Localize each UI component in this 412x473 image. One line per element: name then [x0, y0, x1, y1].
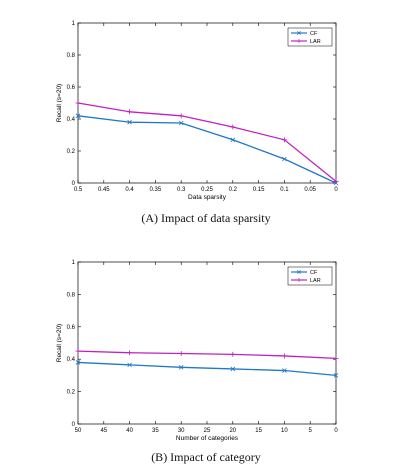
legend-marker — [297, 270, 301, 274]
point-lar — [281, 137, 287, 143]
caption-a: (A) Impact of data sparsity — [141, 211, 271, 225]
point-lar — [75, 348, 81, 354]
x-tick-label: 0.2 — [229, 187, 238, 193]
point-lar — [333, 355, 339, 361]
x-tick-label: 10 — [281, 428, 288, 434]
point-cf — [127, 362, 132, 368]
chart-panel-a: 0.5 0.45 0.4 0.35 0.3 0.25 0.2 0.15 0.1 0.05 0 0 0.2… — [0, 0, 412, 236]
caption-b: (B) Impact of category — [151, 450, 261, 464]
point-cf — [178, 120, 184, 126]
point-cf — [178, 365, 184, 370]
x-tick-label: 0.3 — [177, 187, 186, 193]
series-line-cf — [77, 361, 337, 377]
plot-frame — [77, 261, 337, 425]
x-tick-label: 5 — [309, 428, 313, 434]
point-cf — [333, 373, 339, 378]
point-cf — [230, 137, 236, 143]
y-tick-label: 0.2 — [67, 149, 76, 155]
point-lar — [281, 353, 287, 359]
point-lar — [230, 351, 236, 357]
series-line-lar — [77, 102, 337, 182]
chart-panel-b: 50 45 40 35 30 25 20 15 10 5 0 0 0.2 0.4 0.6 0.8 1 Number… — [0, 236, 412, 473]
y-tick-label: 0.4 — [67, 117, 76, 123]
x-tick-label: 0.35 — [150, 187, 162, 193]
point-lar — [127, 109, 133, 115]
y-tick-label: 0.6 — [67, 325, 76, 331]
x-tick-label: 30 — [178, 428, 185, 434]
point-lar — [333, 178, 339, 184]
x-tick-label: 0 — [334, 187, 338, 193]
legend-label-lar: LAR — [310, 39, 321, 45]
y-axis-label: Recall (s=20) — [56, 324, 63, 362]
x-tick-label: 15 — [255, 428, 262, 434]
x-tick-label: 0.4 — [125, 187, 134, 193]
x-tick-label: 0.15 — [253, 187, 265, 193]
x-tick-label: 45 — [100, 428, 107, 434]
y-tick-label: 0.8 — [67, 53, 76, 59]
series-line-lar — [77, 350, 337, 360]
point-lar — [75, 100, 81, 106]
point-cf — [75, 360, 81, 365]
y-tick-label: 0.8 — [67, 292, 76, 298]
chart-b: 50 45 40 35 30 25 20 15 10 5 000.20.40.60.81Number… — [56, 260, 339, 442]
x-axis-label: Number of categories — [176, 435, 239, 442]
y-tick-label: 0.4 — [67, 357, 76, 363]
y-tick-label: 0.2 — [67, 390, 76, 396]
point-lar — [178, 113, 184, 119]
legend-label-lar: LAR — [310, 278, 321, 284]
x-tick-label: 40 — [126, 428, 133, 434]
point-lar — [127, 350, 133, 356]
legend-label-cf: CF — [310, 31, 318, 37]
y-tick-label: 0.6 — [67, 85, 76, 91]
y-tick-label: 1 — [72, 21, 76, 27]
y-axis-label: Recall (s=20) — [56, 84, 63, 122]
point-cf — [127, 119, 132, 125]
chart-a: 0.5 0.45 0.4 0.35 0.3 0.25 0.2 0.15 0.1 0.05 0 0 0.2… — [56, 21, 339, 201]
plot-frame — [77, 22, 337, 184]
x-tick-label: 0 — [334, 428, 338, 434]
x-tick-label: 0.25 — [201, 187, 213, 193]
x-tick-label: 0.45 — [98, 187, 110, 193]
legend-marker — [297, 31, 301, 35]
x-tick-label: 25 — [204, 428, 211, 434]
y-tick-label: 0 — [72, 181, 76, 187]
point-lar — [178, 351, 184, 357]
point-lar — [230, 124, 236, 130]
x-tick-label: 35 — [152, 428, 159, 434]
x-tick-label: 0.1 — [280, 187, 289, 193]
x-tick-label: 0.05 — [304, 187, 316, 193]
point-cf — [230, 366, 236, 372]
point-cf — [75, 113, 81, 119]
x-axis-label: Data sparsity — [188, 194, 227, 201]
point-cf — [282, 368, 287, 373]
y-tick-label: 0 — [72, 422, 76, 428]
legend-label-cf: CF — [310, 270, 318, 276]
x-tick-label: 20 — [229, 428, 236, 434]
y-tick-label: 1 — [72, 260, 76, 266]
x-tick-label: 0.5 — [74, 187, 83, 193]
point-cf — [282, 156, 287, 162]
x-tick-label: 50 — [75, 428, 82, 434]
series-line-cf — [77, 115, 337, 184]
